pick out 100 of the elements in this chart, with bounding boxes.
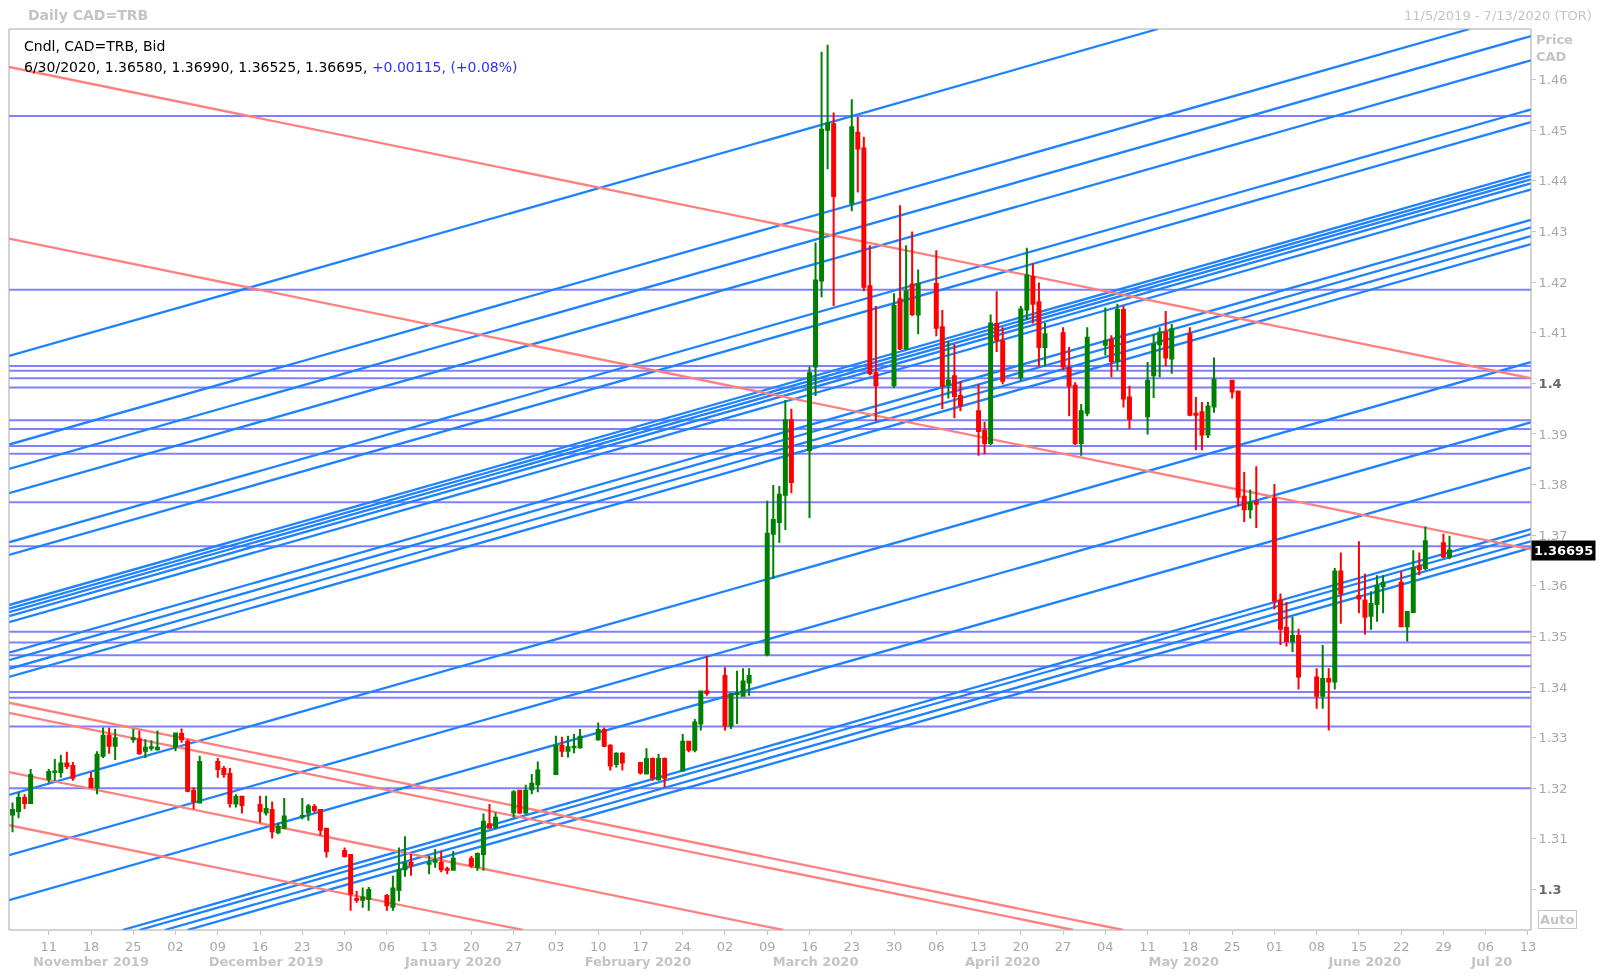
y-tick-label: 1.39	[1538, 426, 1568, 442]
y-tick-label: 1.4	[1538, 375, 1562, 391]
x-tick-label: 09	[209, 938, 227, 954]
candlestick	[988, 313, 994, 447]
y-tick-label: 1.43	[1538, 224, 1568, 240]
candlestick	[656, 752, 662, 782]
candlestick	[897, 204, 903, 351]
candlestick	[305, 802, 311, 822]
x-tick-label: 10	[589, 938, 607, 954]
candlestick	[1211, 356, 1217, 414]
candlestick	[136, 729, 142, 756]
candlestick	[619, 751, 625, 772]
candlestick	[595, 721, 601, 742]
candlestick	[1169, 323, 1175, 375]
y-axis-title: Price CAD	[1536, 32, 1574, 64]
x2-tick-label: January 2020	[404, 954, 502, 969]
candlestick	[1368, 590, 1374, 631]
candlestick	[891, 292, 897, 389]
candlestick	[831, 111, 837, 307]
y-tick-label: 1.38	[1538, 477, 1568, 493]
candlestick	[1338, 551, 1344, 625]
candlestick	[1253, 465, 1259, 530]
candlestick	[354, 890, 360, 904]
text: Auto	[1540, 912, 1575, 927]
candlestick	[945, 340, 951, 400]
x-tick-label: 06	[1477, 938, 1494, 954]
candlestick	[106, 726, 112, 755]
candlestick	[686, 739, 692, 754]
candlestick	[1296, 627, 1302, 691]
x-tick-label: 24	[674, 938, 691, 954]
candlestick	[1332, 567, 1338, 691]
annotation: 6/30/2020, 1.36580, 1.36990, 1.36525, 1.36695,	[24, 59, 368, 75]
candlestick	[1042, 322, 1048, 368]
x-tick-label: 16	[801, 938, 818, 954]
candlestick	[179, 727, 185, 744]
x-tick-label: 27	[1054, 938, 1072, 954]
y-tick-label: 1.45	[1538, 122, 1568, 138]
candlestick	[1102, 306, 1108, 357]
x-tick-label: 18	[1181, 938, 1199, 954]
candlestick	[903, 244, 909, 351]
candlestick	[263, 794, 269, 817]
candlestick	[915, 268, 921, 336]
candlestick	[1314, 667, 1320, 710]
x-tick-label: 18	[82, 938, 100, 954]
x-tick-label: 03	[547, 938, 565, 954]
y-tick-label: 1.46	[1538, 72, 1568, 88]
x-tick-label: 22	[1392, 938, 1410, 954]
x-tick-label: 02	[716, 938, 734, 954]
candlestick	[197, 754, 203, 805]
y-tick-label: 1.31	[1538, 831, 1568, 847]
candlestick	[1163, 309, 1169, 368]
candlestick	[553, 734, 559, 776]
x2-tick-label: March 2020	[772, 954, 859, 969]
x-tick-label: 27	[505, 938, 522, 954]
candlestick	[1440, 532, 1446, 559]
x-tick-label: 29	[1435, 938, 1452, 954]
x-tick-label: 20	[463, 938, 480, 954]
candlestick	[1447, 534, 1452, 561]
candlestick	[28, 768, 34, 805]
x-tick-label: 04	[1097, 938, 1114, 954]
candlestick	[559, 735, 565, 758]
text: 1.36695	[1534, 543, 1594, 558]
candlestick	[650, 756, 655, 782]
candlestick	[299, 796, 305, 821]
y-tick-label: 1.42	[1538, 274, 1568, 290]
candlestick	[637, 761, 643, 776]
x2-tick-label: April 2020	[965, 954, 1041, 969]
candlestick	[1247, 488, 1253, 520]
x-tick-label: 06	[378, 938, 396, 954]
candlestick	[1422, 525, 1428, 572]
x2-tick-label: May 2020	[1148, 954, 1220, 969]
y-tick-label: 1.44	[1538, 173, 1568, 189]
candlestick	[704, 654, 710, 697]
candlestick	[173, 731, 179, 753]
candlestick	[662, 756, 668, 789]
y-tick-label: 1.34	[1538, 679, 1568, 695]
y-tick-label: 1.35	[1538, 628, 1568, 644]
candlestick	[1398, 570, 1404, 628]
x-tick-label: 08	[1308, 938, 1325, 954]
candlestick	[644, 747, 649, 776]
candlestick	[523, 783, 529, 816]
x-tick-label: 17	[632, 938, 649, 954]
candlestick	[239, 794, 245, 815]
y-tick-label: 1.36	[1538, 578, 1568, 594]
x2-tick-label: November 2019	[33, 954, 149, 969]
candlestick	[1114, 302, 1120, 372]
x-tick-label: 13	[420, 938, 438, 954]
x-tick-label: 11	[40, 938, 58, 954]
x-tick-label: 15	[1350, 938, 1368, 954]
candlestick	[257, 794, 263, 824]
candlestick	[487, 802, 492, 829]
candlestick	[468, 855, 474, 869]
x-tick-label: 09	[758, 938, 776, 954]
candlestick	[1290, 615, 1295, 654]
candlestick	[1108, 334, 1114, 379]
candlestick	[909, 230, 915, 317]
chart-subtitle: 11/5/2019 - 7/13/2020 (TOR)	[1404, 8, 1592, 23]
candlestick	[613, 751, 619, 769]
x-tick-label: 30	[336, 938, 353, 954]
candlestick	[450, 850, 456, 872]
